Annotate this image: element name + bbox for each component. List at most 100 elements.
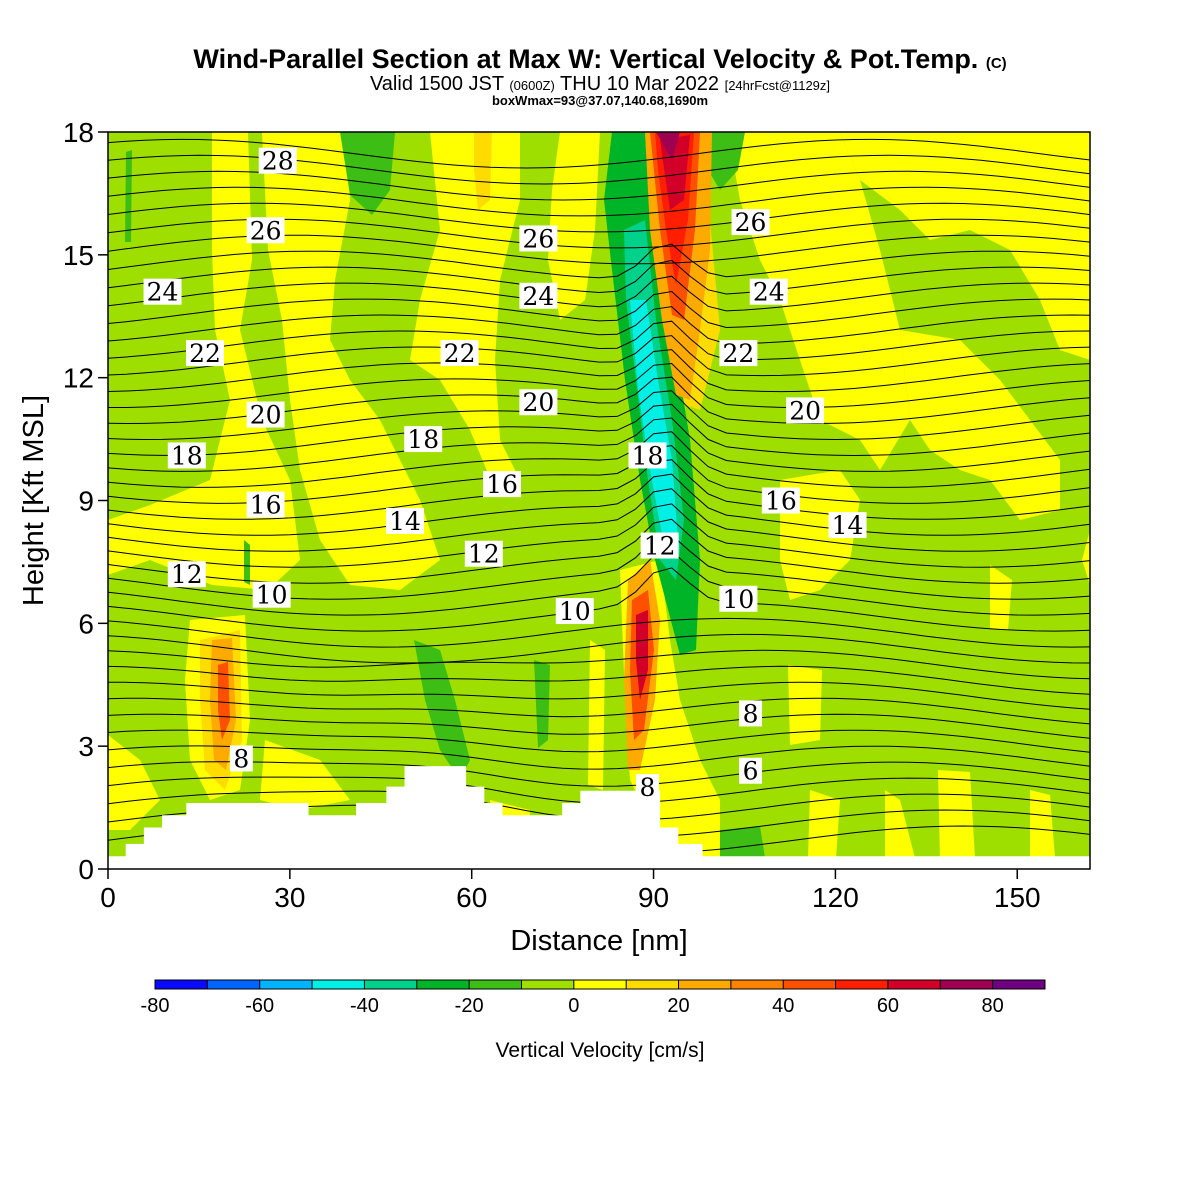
contour-label-box [635, 774, 659, 801]
colorbar-segment [940, 980, 994, 989]
theta-contour-label: 24 [143, 278, 182, 307]
y-tick-label: 9 [78, 486, 94, 517]
updraft-band [410, 132, 520, 490]
contour-label-box [786, 397, 825, 424]
contour-label-text: 24 [147, 278, 179, 307]
theta-contour-line [108, 417, 1090, 472]
theta-contour-label: 16 [246, 491, 285, 520]
contour-label-box [252, 581, 291, 608]
theta-contour-label: 12 [640, 532, 679, 561]
contour-label-text: 22 [189, 339, 221, 368]
updraft-band [808, 790, 840, 858]
updraft-band [728, 132, 910, 470]
theta-contour-line [108, 186, 1090, 217]
theta-contour-label: 26 [731, 208, 770, 237]
updraft-core [636, 610, 648, 700]
colorbar-tick-label: 20 [667, 995, 689, 1017]
contour-label-box [464, 540, 503, 567]
updraft-band [108, 132, 300, 590]
valid-time-zulu: (0600Z) [509, 78, 555, 93]
theta-contour-line [108, 459, 1090, 520]
theta-contour-line [108, 617, 1090, 648]
theta-contour-label: 10 [719, 585, 758, 614]
contour-label-box [246, 217, 285, 244]
y-tick-label: 18 [63, 117, 94, 148]
updraft-band [900, 330, 1060, 520]
contour-label-text: 12 [644, 532, 676, 561]
colorbar-segment [626, 980, 680, 989]
theta-contour-label: 8 [635, 773, 659, 802]
y-tick-label: 3 [78, 731, 94, 762]
colorbar-tick-label: -40 [350, 995, 379, 1017]
theta-contour-line [108, 431, 1090, 488]
contour-label-box [386, 507, 425, 534]
updraft-core [218, 662, 230, 740]
updraft-band [840, 132, 1090, 360]
colorbar-segment [783, 980, 837, 989]
colorbar-tick-label: -60 [245, 995, 274, 1017]
theta-contour-line [108, 403, 1090, 457]
theta-contour-line [108, 488, 1090, 552]
theta-contour-line [108, 761, 1090, 787]
colorbar: -80 -60 -40 -20 0 20 40 60 80 Vertical Velocity [… [141, 979, 1046, 1062]
contour-label-text: 24 [753, 278, 785, 307]
contour-label-text: 10 [256, 581, 288, 610]
contour-label-box [167, 561, 206, 588]
theta-contour-label: 8 [739, 699, 763, 728]
theta-contour-label: 18 [167, 441, 206, 470]
contour-label-text: 20 [250, 401, 282, 430]
contour-label-text: 24 [522, 282, 554, 311]
downdraft-band [720, 826, 765, 858]
title-units-mark: (C) [985, 55, 1007, 72]
theta-contour-line [108, 243, 1090, 279]
theta-contour-label: 12 [464, 540, 503, 569]
colorbar-tick-label: 0 [568, 995, 579, 1017]
colorbar-tick-label: 60 [877, 995, 899, 1017]
theta-contour-line [108, 681, 1090, 710]
contour-label-box [246, 401, 285, 428]
theta-contour-line [108, 665, 1090, 695]
contour-label-text: 10 [559, 597, 591, 626]
colorbar-segment [259, 980, 313, 989]
contour-label-box [185, 340, 224, 367]
colorbar-segment [364, 980, 418, 989]
contour-label-text: 6 [743, 757, 759, 786]
contour-label-box [519, 282, 558, 309]
contour-label-text: 12 [468, 540, 500, 569]
y-tick-label: 15 [63, 240, 94, 271]
contour-label-text: 12 [171, 560, 203, 589]
theta-contour-labels: 28 26 26 26 24 24 24 22 22 22 20 20 20 18 18 18 16 16 16 14… [143, 147, 867, 802]
contour-label-text: 18 [632, 441, 664, 470]
updraft-patch [474, 132, 492, 210]
x-tick-label: 30 [274, 882, 305, 913]
contour-label-box [404, 426, 443, 453]
contour-label-box [483, 471, 522, 498]
updraft-band [1030, 790, 1055, 858]
contour-label-box [246, 491, 285, 518]
y-tick-label: 12 [63, 363, 94, 394]
theta-contour-line [108, 202, 1090, 233]
y-tick-label: 6 [78, 608, 94, 639]
theta-contour-label: 6 [739, 757, 763, 786]
contour-label-text: 22 [723, 339, 755, 368]
theta-contour-line [108, 349, 1090, 393]
theta-contour-line [108, 567, 1090, 632]
theta-contour-label: 12 [167, 560, 206, 589]
contour-label-box [828, 512, 867, 539]
colorbar-label: Vertical Velocity [cm/s] [496, 1039, 705, 1062]
contour-label-box [719, 340, 758, 367]
contour-label-box [519, 389, 558, 416]
colorbar-segment [573, 980, 627, 989]
contour-label-text: 26 [250, 216, 282, 245]
chart-title: Wind-Parallel Section at Max W: Vertical… [0, 44, 1200, 75]
contour-label-box [143, 278, 182, 305]
theta-contour-line [108, 290, 1090, 329]
colorbar-segment [469, 980, 522, 989]
colorbar-segment [416, 980, 470, 989]
updraft-band [788, 665, 822, 745]
terrain [108, 766, 1090, 869]
theta-contour-line [108, 649, 1090, 680]
colorbar-segment [207, 980, 261, 989]
theta-contour-label: 10 [252, 581, 291, 610]
